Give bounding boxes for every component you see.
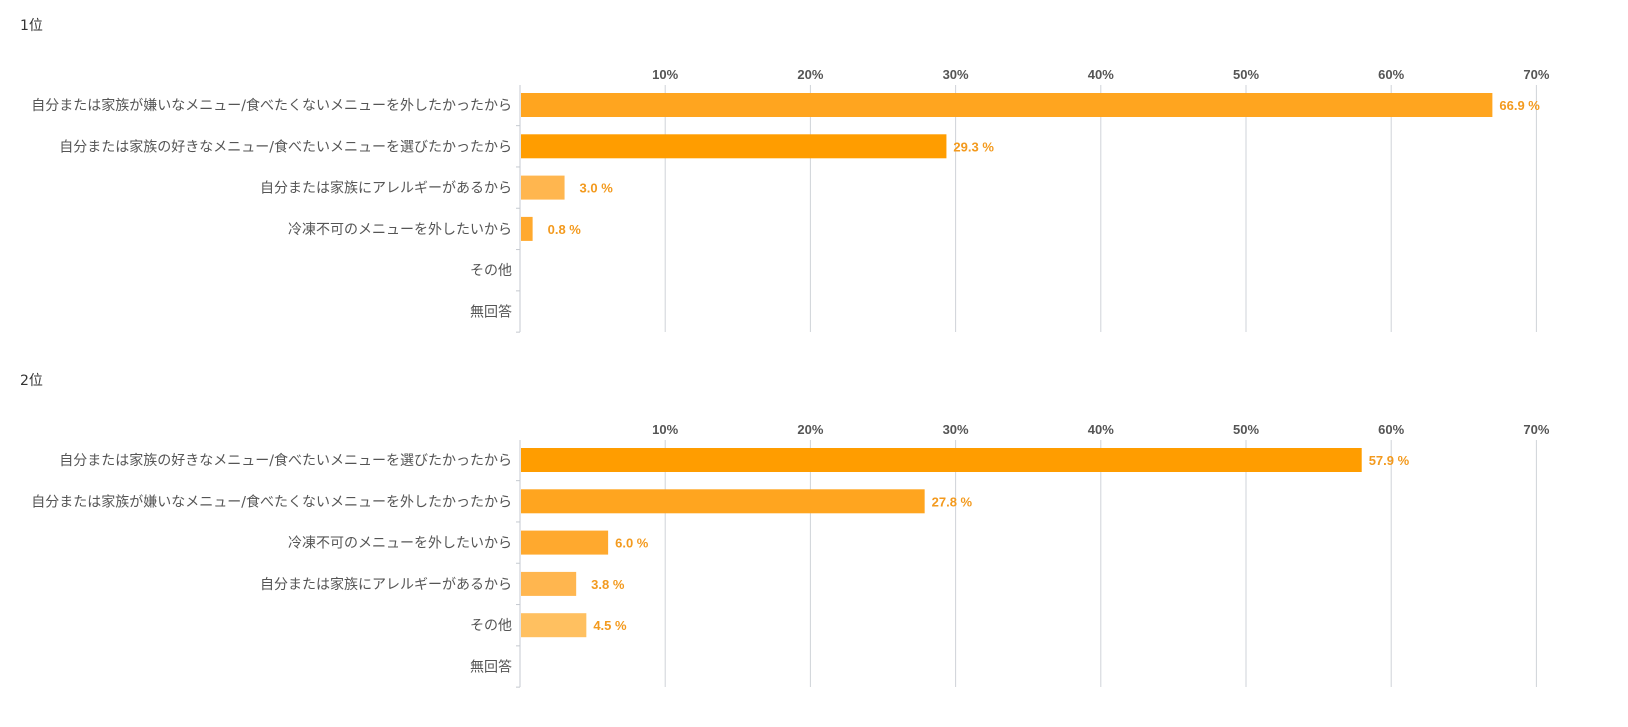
x-tick-label: 30%	[943, 422, 969, 437]
bar	[521, 571, 577, 596]
bar-value-label: 6.0 %	[615, 536, 649, 551]
x-tick-label: 10%	[652, 422, 678, 437]
category-label: 無回答	[470, 304, 512, 321]
x-tick-label: 70%	[1523, 67, 1549, 82]
bar	[521, 134, 947, 159]
category-label: 自分または家族が嫌いなメニュー/食べたくないメニューを外したかったから	[31, 97, 512, 114]
category-label: 自分または家族の好きなメニュー/食べたいメニューを選びたかったから	[59, 138, 512, 155]
x-tick-label: 20%	[797, 422, 823, 437]
x-tick-label: 10%	[652, 67, 678, 82]
x-tick-label: 40%	[1088, 422, 1114, 437]
bar	[521, 530, 609, 555]
bar	[521, 448, 1362, 472]
chart-title-1: 1位	[20, 18, 43, 34]
x-tick-label: 60%	[1378, 422, 1404, 437]
chart-panel-1: 1位 10% 20% 30% 40% 50% 60% 70% 自分または家族が嫌いなメニュー/…	[0, 0, 1628, 355]
bar-chart-1: 10% 20% 30% 40% 50% 60% 70% 自分または家族が嫌いなメニュー/食べた…	[31, 67, 1550, 333]
bar-value-label: 57.9 %	[1369, 453, 1410, 468]
chart-title-2: 2位	[20, 373, 43, 389]
x-tick-label: 50%	[1233, 67, 1259, 82]
bar	[521, 93, 1493, 117]
category-label: 無回答	[470, 659, 512, 676]
bar-value-label: 4.5 %	[593, 618, 627, 633]
bar-value-label: 0.8 %	[548, 222, 582, 237]
category-label: 自分または家族の好きなメニュー/食べたいメニューを選びたかったから	[59, 452, 512, 469]
x-tick-label: 60%	[1378, 67, 1404, 82]
bar-value-label: 29.3 %	[953, 139, 994, 154]
category-label: 自分または家族が嫌いなメニュー/食べたくないメニューを外したかったから	[31, 493, 512, 510]
x-tick-label: 20%	[797, 67, 823, 82]
chart-panel-2: 2位 10% 20% 30% 40% 50% 60% 70% 自分または家族の好きなメニュー/…	[0, 355, 1628, 727]
bar-value-label: 27.8 %	[932, 494, 973, 509]
x-tick-label: 40%	[1088, 67, 1114, 82]
bar-value-label: 66.9 %	[1499, 98, 1540, 113]
category-label: その他	[470, 263, 512, 279]
x-tick-label: 30%	[943, 67, 969, 82]
bar-value-label: 3.8 %	[591, 577, 625, 592]
category-label: 冷凍不可のメニューを外したいから	[288, 536, 512, 552]
category-label: 自分または家族にアレルギーがあるから	[260, 180, 512, 197]
bar	[521, 613, 587, 638]
bar	[521, 489, 925, 514]
category-label: その他	[470, 618, 512, 634]
bar	[521, 216, 533, 241]
bar	[521, 175, 565, 200]
category-label: 自分または家族にアレルギーがあるから	[260, 576, 512, 593]
bar-value-label: 3.0 %	[580, 181, 614, 196]
x-tick-label: 50%	[1233, 422, 1259, 437]
x-tick-label: 70%	[1523, 422, 1549, 437]
bar-chart-2: 10% 20% 30% 40% 50% 60% 70% 自分または家族の好きなメニュー/食べた…	[31, 422, 1550, 688]
category-label: 冷凍不可のメニューを外したいから	[288, 222, 512, 238]
